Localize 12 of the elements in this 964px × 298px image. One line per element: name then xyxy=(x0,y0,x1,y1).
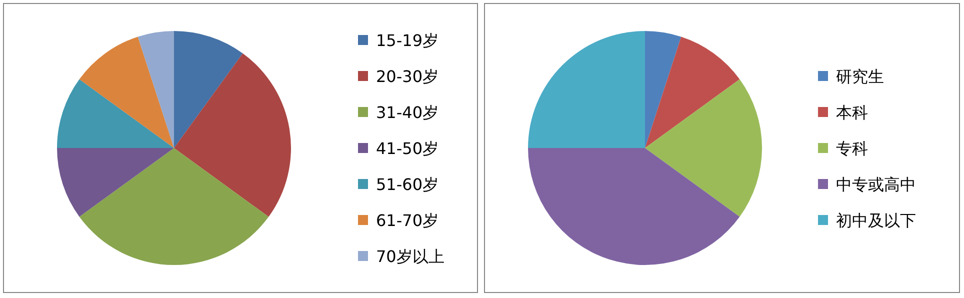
legend-label: 研究生 xyxy=(836,67,884,86)
legend-label: 61-70岁 xyxy=(376,211,438,230)
legend-label: 51-60岁 xyxy=(376,175,438,194)
legend-label: 专科 xyxy=(836,139,868,158)
legend-label: 41-50岁 xyxy=(376,139,438,158)
legend-label: 中专或高中 xyxy=(836,175,916,194)
legend-label: 70岁以上 xyxy=(376,247,444,266)
legend-label: 15-19岁 xyxy=(376,31,438,50)
legend-label: 初中及以下 xyxy=(836,211,916,230)
legend-label: 本科 xyxy=(836,103,868,122)
legend-label: 20-30岁 xyxy=(376,67,438,86)
legend-label: 31-40岁 xyxy=(376,103,438,122)
